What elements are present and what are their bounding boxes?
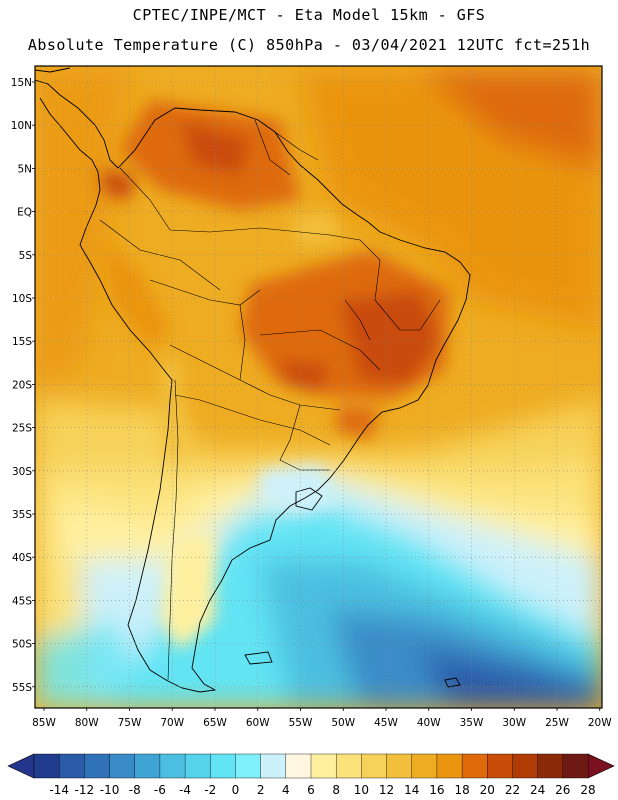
colorbar-swatch xyxy=(411,753,438,779)
colorbar-label: 6 xyxy=(307,783,315,797)
lat-label: 15N xyxy=(11,77,32,89)
lat-label: 30S xyxy=(12,466,32,478)
colorbar-swatch xyxy=(562,753,589,779)
colorbar-swatch xyxy=(84,753,111,779)
colorbar-swatch xyxy=(436,753,463,779)
colorbar-over-arrow xyxy=(587,753,615,779)
lat-label: 40S xyxy=(12,552,32,564)
colorbar-swatch xyxy=(210,753,236,779)
colorbar-label: -6 xyxy=(154,783,166,797)
colorbar-label: 20 xyxy=(480,783,495,797)
lon-label: 75W xyxy=(118,717,142,729)
lon-label: 65W xyxy=(203,717,227,729)
latitude-labels: 15N 10N 5N EQ 5S 10S 15S 20S 25S 30S 35S 40S 45S 50S 5… xyxy=(11,77,35,694)
lon-label: 30W xyxy=(502,717,526,729)
lon-label: 60W xyxy=(246,717,270,729)
colorbar-label: -4 xyxy=(179,783,191,797)
lat-label: 45S xyxy=(12,595,32,607)
colorbar-swatch xyxy=(335,753,362,779)
colorbar-label: 2 xyxy=(257,783,265,797)
lon-label: 35W xyxy=(460,717,484,729)
lon-label: 45W xyxy=(374,717,398,729)
colorbar-swatch xyxy=(260,753,287,779)
colorbar-label: 10 xyxy=(354,783,369,797)
colorbar-label: 4 xyxy=(282,783,290,797)
lon-label: 80W xyxy=(75,717,99,729)
colorbar-swatch xyxy=(159,753,186,779)
colorbar-swatch xyxy=(33,753,60,779)
lon-label: 55W xyxy=(289,717,313,729)
colorbar-swatch xyxy=(134,753,161,779)
colorbar-label: -14 xyxy=(49,783,69,797)
colorbar-label: 26 xyxy=(555,783,570,797)
colorbar-label: -12 xyxy=(75,783,95,797)
colorbar-swatch xyxy=(310,753,337,779)
temperature-field xyxy=(35,66,602,708)
map-frame xyxy=(34,65,603,709)
lon-label: 40W xyxy=(417,717,441,729)
colorbar-label: 0 xyxy=(232,783,240,797)
lat-label: 20S xyxy=(12,379,32,391)
colorbar-swatch xyxy=(109,753,136,779)
colorbar: -14 -12 -10 -8 -6 -4 -2 0 2 4 6 8 10 12 14 16 18 20 22 24 26… xyxy=(7,753,615,797)
lon-label: 85W xyxy=(32,717,56,729)
longitude-labels: 85W 80W 75W 70W 65W 60W 55W 50W 45W 40W 35W 30W 25W 2… xyxy=(32,708,612,729)
colorbar-label: 22 xyxy=(505,783,520,797)
colorbar-swatch xyxy=(235,753,262,779)
colorbar-label: 8 xyxy=(332,783,340,797)
lat-label: 25S xyxy=(12,423,32,435)
lat-label: 10N xyxy=(11,120,32,132)
map-title-line1: CPTEC/INPE/MCT - Eta Model 15km - GFS xyxy=(132,6,486,24)
lat-label: EQ xyxy=(17,207,32,219)
lat-label: 5N xyxy=(17,163,32,175)
colorbar-label: -8 xyxy=(129,783,141,797)
colorbar-swatch xyxy=(487,753,513,779)
colorbar-swatch xyxy=(361,753,388,779)
colorbar-swatch xyxy=(285,753,312,779)
colorbar-swatch xyxy=(461,753,488,779)
colorbar-swatch xyxy=(386,753,413,779)
lat-lon-grid xyxy=(35,66,602,708)
lon-label: 70W xyxy=(160,717,184,729)
lat-label: 50S xyxy=(12,639,32,651)
colorbar-label: 28 xyxy=(580,783,595,797)
lon-label: 50W xyxy=(331,717,355,729)
lat-label: 10S xyxy=(12,293,32,305)
map-title-line2: Absolute Temperature (C) 850hPa - 03/04/… xyxy=(27,36,591,54)
colorbar-label: 16 xyxy=(429,783,444,797)
colorbar-label: 12 xyxy=(379,783,394,797)
colorbar-swatch xyxy=(58,753,85,779)
lon-label: 20W xyxy=(588,717,612,729)
colorbar-under-arrow xyxy=(7,753,35,779)
lon-label: 25W xyxy=(545,717,569,729)
colorbar-swatch xyxy=(184,753,211,779)
colorbar-label: -10 xyxy=(100,783,120,797)
lat-label: 15S xyxy=(12,336,32,348)
lat-label: 55S xyxy=(12,682,32,694)
colorbar-label: 24 xyxy=(530,783,545,797)
colorbar-swatch xyxy=(537,753,564,779)
colorbar-label: 14 xyxy=(404,783,419,797)
lat-label: 5S xyxy=(19,250,33,262)
colorbar-swatch xyxy=(512,753,539,779)
colorbar-label: -2 xyxy=(204,783,216,797)
colorbar-label: 18 xyxy=(454,783,469,797)
lat-label: 35S xyxy=(12,509,32,521)
